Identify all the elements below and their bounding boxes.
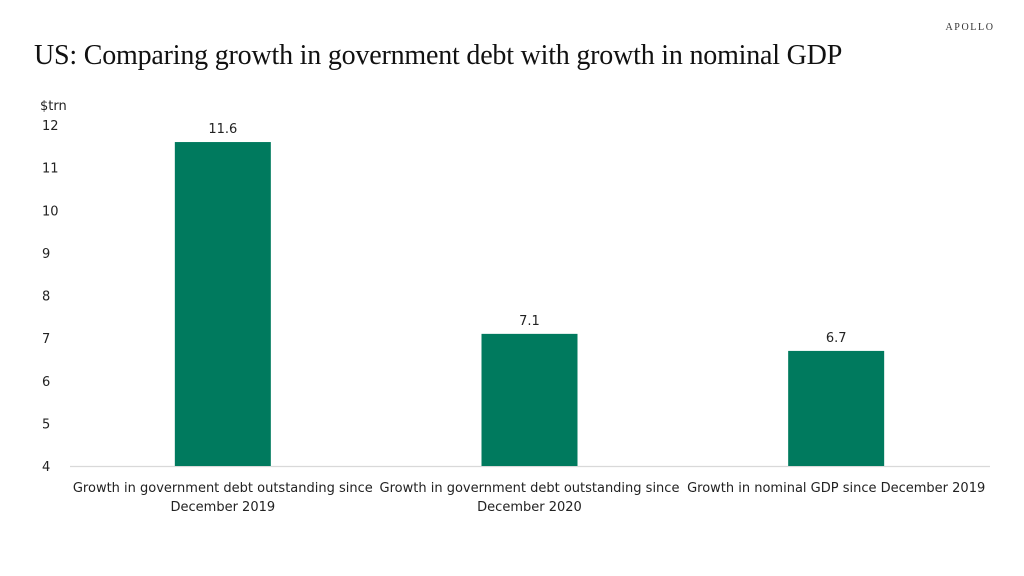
y-tick-label: 12 <box>42 119 59 134</box>
y-tick-label: 7 <box>42 332 50 347</box>
y-tick-label: 4 <box>42 460 50 475</box>
bars <box>174 142 885 467</box>
category-label-1: December 2019 <box>171 500 276 515</box>
category-labels: Growth in government debt outstanding si… <box>73 481 985 515</box>
y-tick-label: 6 <box>42 375 50 390</box>
category-label-2: Growth in government debt outstanding si… <box>380 481 680 496</box>
y-tick-label: 10 <box>42 204 59 219</box>
data-label-2: 7.1 <box>519 314 540 329</box>
bar-2 <box>481 333 578 466</box>
y-tick-label: 11 <box>42 162 59 177</box>
data-label-3: 6.7 <box>826 331 847 346</box>
category-label-2: December 2020 <box>477 500 582 515</box>
bar-3 <box>788 350 885 466</box>
chart-title: US: Comparing growth in government debt … <box>34 40 843 71</box>
y-axis-unit-label: $trn <box>40 99 67 114</box>
data-labels: 11.6 7.1 6.7 <box>208 122 846 346</box>
category-label-1: Growth in government debt outstanding si… <box>73 481 373 496</box>
category-label-3: Growth in nominal GDP since December 201… <box>687 481 985 496</box>
y-tick-label: 5 <box>42 417 50 432</box>
y-tick-label: 9 <box>42 247 50 262</box>
apollo-logo: APOLLO <box>945 22 995 33</box>
y-tick-label: 8 <box>42 290 50 305</box>
y-axis-ticks: 4 5 6 7 8 9 10 11 12 <box>42 119 59 475</box>
data-label-1: 11.6 <box>208 122 237 137</box>
bar-1 <box>174 142 271 467</box>
